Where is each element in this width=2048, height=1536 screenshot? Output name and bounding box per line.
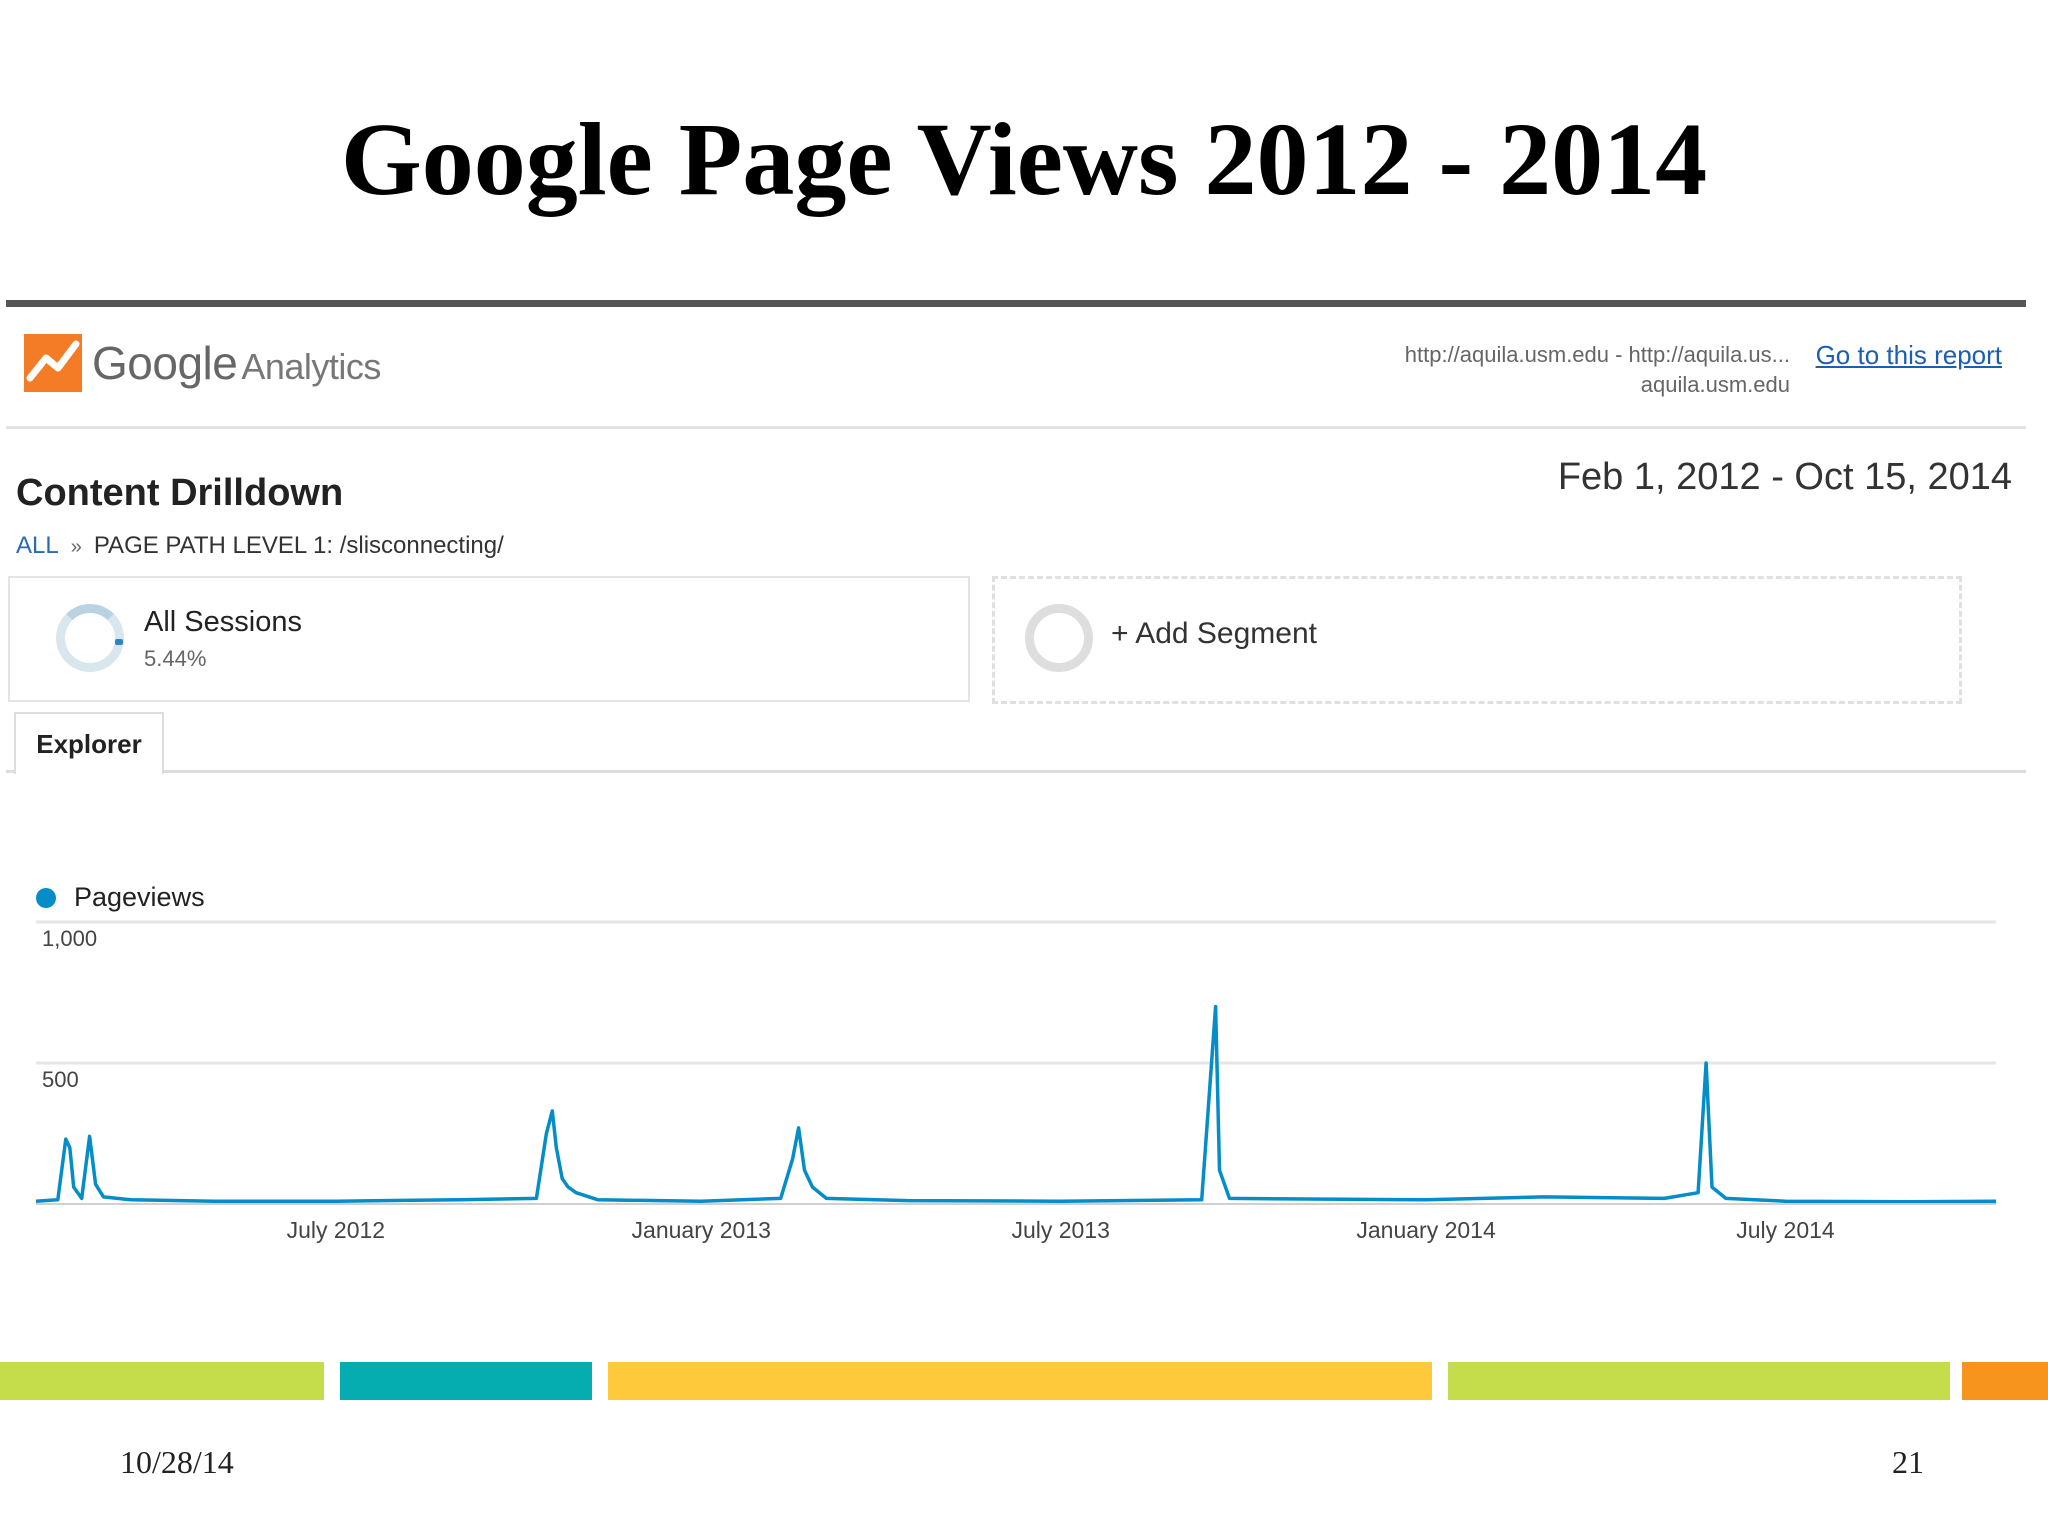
accent-bar-2	[340, 1362, 592, 1400]
chart-legend[interactable]: Pageviews	[36, 882, 205, 913]
ga-brand: Google Analytics	[92, 336, 381, 390]
accent-bar-4	[1448, 1362, 1950, 1400]
x-tick-label: January 2013	[632, 1217, 771, 1243]
property-url: http://aquila.usm.edu - http://aquila.us…	[1404, 342, 1790, 367]
legend-dot-icon	[36, 888, 56, 908]
x-tick-label: July 2013	[1011, 1217, 1109, 1243]
breadcrumb: ALL » PAGE PATH LEVEL 1: /slisconnecting/	[16, 532, 504, 560]
y-tick-label: 500	[42, 1067, 79, 1092]
segment-percent: 5.44%	[144, 646, 207, 671]
google-analytics-logo-icon	[24, 334, 82, 392]
footer-date: 10/28/14	[120, 1444, 234, 1480]
accent-bar-3	[608, 1362, 1432, 1400]
slide-title: Google Page Views 2012 - 2014	[340, 102, 1708, 217]
page-number: 21	[1892, 1444, 1924, 1480]
x-tick-label: January 2014	[1356, 1217, 1496, 1243]
analytics-wordmark: Analytics	[241, 346, 381, 387]
breadcrumb-current-path: PAGE PATH LEVEL 1: /slisconnecting/	[93, 532, 504, 559]
property-selector[interactable]: http://aquila.usm.edu - http://aquila.us…	[1405, 340, 1790, 400]
series-line-pageviews	[35, 1004, 1997, 1204]
add-segment-box[interactable]: + Add Segment	[992, 576, 1962, 704]
x-tick-label: July 2012	[287, 1217, 385, 1243]
empty-segment-donut-icon	[1025, 604, 1093, 672]
accent-bar-1	[0, 1362, 324, 1400]
segment-all-sessions[interactable]: All Sessions 5.44%	[8, 576, 970, 702]
y-tick-label: 1,000	[42, 926, 97, 951]
tab-underline	[6, 770, 2026, 773]
segment-donut-icon	[56, 604, 124, 672]
legend-series-name: Pageviews	[74, 882, 205, 912]
tab-explorer[interactable]: Explorer	[14, 712, 164, 774]
property-domain: aquila.usm.edu	[1640, 372, 1790, 397]
accent-bars	[0, 1362, 2048, 1400]
go-to-report-link[interactable]: Go to this report	[1815, 340, 2002, 370]
x-tick-label: July 2014	[1736, 1217, 1835, 1243]
segment-name: All Sessions	[144, 606, 302, 638]
pageviews-line-chart[interactable]: 1,000 500 July 2012 January 2013 July 2013 Ja…	[0, 900, 2048, 1270]
ga-header: Google Analytics http://aquila.usm.edu - …	[6, 308, 2026, 429]
add-segment-button[interactable]: + Add Segment	[1111, 617, 1317, 650]
report-heading: Content Drilldown	[16, 472, 344, 514]
breadcrumb-all-link[interactable]: ALL	[16, 532, 59, 559]
header-divider	[6, 300, 2026, 307]
accent-bar-5	[1962, 1362, 2048, 1400]
date-range-picker[interactable]: Feb 1, 2012 - Oct 15, 2014	[1557, 456, 2012, 498]
breadcrumb-separator: »	[70, 536, 82, 558]
google-wordmark: Google	[92, 337, 238, 389]
